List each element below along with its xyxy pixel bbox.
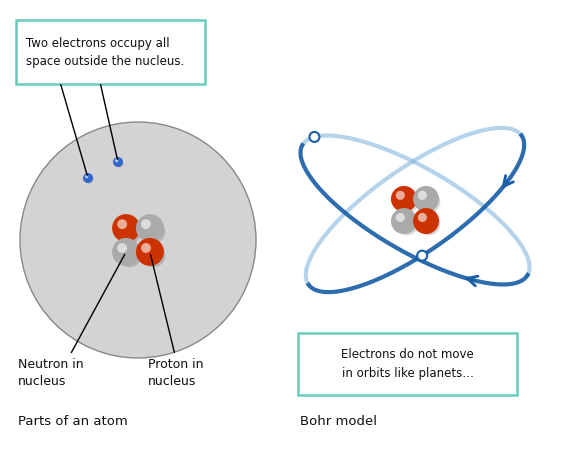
Circle shape xyxy=(396,213,405,222)
Text: Parts of an atom: Parts of an atom xyxy=(18,415,128,428)
Circle shape xyxy=(142,243,165,267)
Circle shape xyxy=(117,219,142,243)
FancyBboxPatch shape xyxy=(16,20,205,84)
Circle shape xyxy=(117,243,127,253)
Circle shape xyxy=(396,191,405,200)
Text: Electrons do not move
in orbits like planets…: Electrons do not move in orbits like pla… xyxy=(341,348,474,379)
Circle shape xyxy=(112,214,140,242)
Circle shape xyxy=(391,208,417,234)
Circle shape xyxy=(418,213,441,235)
Circle shape xyxy=(141,219,151,229)
FancyBboxPatch shape xyxy=(298,333,517,395)
Circle shape xyxy=(413,186,439,212)
Circle shape xyxy=(115,159,124,167)
Circle shape xyxy=(396,191,418,213)
Circle shape xyxy=(85,175,88,178)
Circle shape xyxy=(115,159,119,162)
Circle shape xyxy=(113,157,123,167)
Circle shape xyxy=(136,214,164,242)
Circle shape xyxy=(112,238,140,266)
Circle shape xyxy=(20,122,256,358)
Circle shape xyxy=(391,186,417,212)
Circle shape xyxy=(418,191,427,200)
Text: Neutron in
nucleus: Neutron in nucleus xyxy=(18,358,84,388)
Text: Two electrons occupy all
space outside the nucleus.: Two electrons occupy all space outside t… xyxy=(26,37,184,68)
Circle shape xyxy=(141,243,151,253)
Circle shape xyxy=(396,213,418,235)
Circle shape xyxy=(117,219,127,229)
Circle shape xyxy=(418,191,441,213)
Text: Proton in
nucleus: Proton in nucleus xyxy=(148,358,203,388)
Circle shape xyxy=(83,173,93,183)
Circle shape xyxy=(413,208,439,234)
Circle shape xyxy=(117,243,142,267)
Circle shape xyxy=(418,213,427,222)
Circle shape xyxy=(136,238,164,266)
Text: Bohr model: Bohr model xyxy=(300,415,377,428)
Circle shape xyxy=(310,132,319,142)
Circle shape xyxy=(85,175,93,183)
Circle shape xyxy=(417,251,427,261)
Circle shape xyxy=(142,219,165,243)
